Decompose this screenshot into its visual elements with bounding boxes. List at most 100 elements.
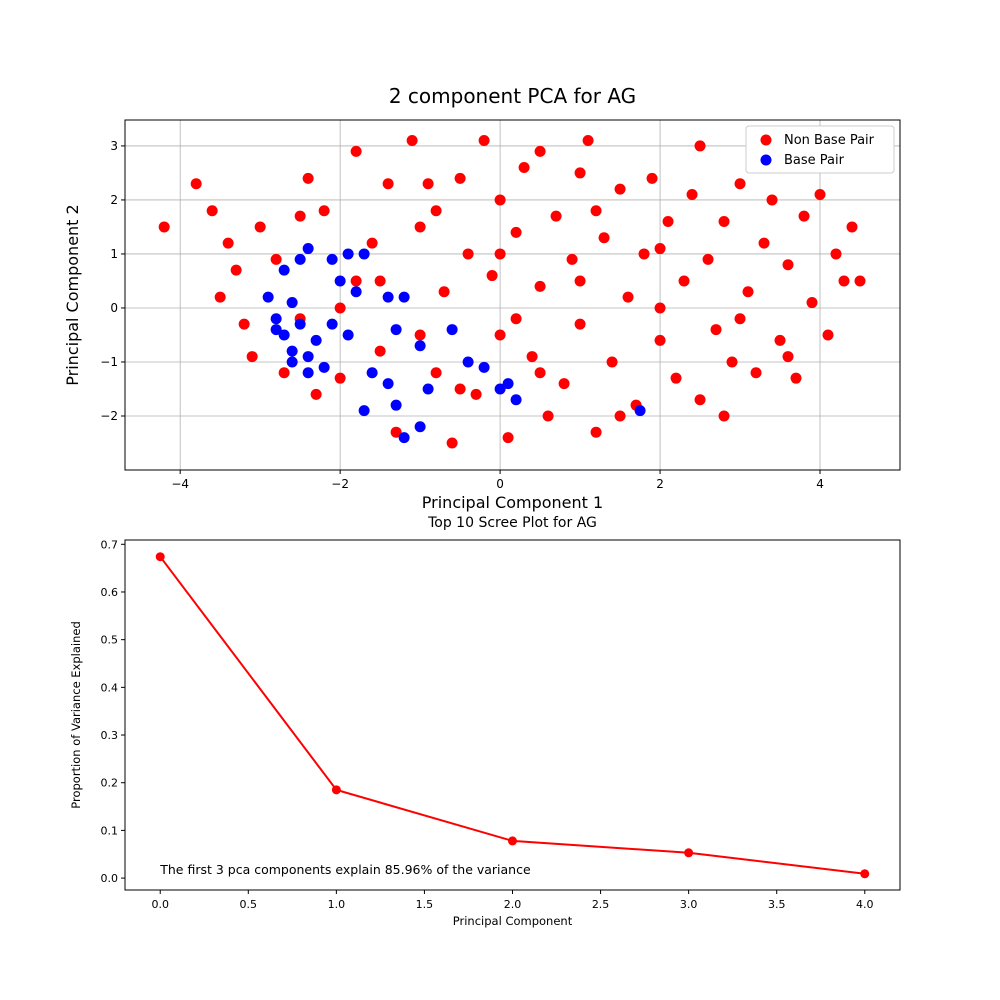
point [694, 140, 706, 152]
legend-marker [760, 154, 772, 166]
x-tick-label: −4 [171, 477, 189, 491]
point [454, 383, 466, 395]
point [494, 329, 506, 341]
point [302, 172, 314, 184]
point [302, 351, 314, 363]
point [574, 318, 586, 330]
point [382, 291, 394, 303]
point [470, 388, 482, 400]
point [694, 394, 706, 406]
point [494, 383, 506, 395]
point [462, 356, 474, 368]
point [374, 275, 386, 287]
point [734, 313, 746, 325]
plot-area [158, 135, 866, 449]
point [478, 361, 490, 373]
point [366, 367, 378, 379]
legend-marker [760, 134, 772, 146]
subplot: 0.0 0.5 1.0 1.5 2.0 2.5 3.0 3.5 4.0 0.0 0.1 0.2 0.3 0… [69, 515, 901, 928]
x-tick-label: 0 [496, 477, 504, 491]
point [262, 291, 274, 303]
x-tick-label: 0.0 [151, 898, 169, 911]
x-axis-label: Principal Component 1 [422, 493, 603, 512]
point [534, 280, 546, 292]
point [510, 394, 522, 406]
x-tick-label: 1.0 [328, 898, 346, 911]
point [286, 345, 298, 357]
point [214, 291, 226, 303]
point [478, 135, 490, 147]
point [294, 253, 306, 265]
point [798, 210, 810, 222]
point [662, 216, 674, 228]
point [606, 356, 618, 368]
point [358, 248, 370, 260]
point [750, 367, 762, 379]
point [702, 253, 714, 265]
subplot: −4 −2 0 2 4 −2 −1 0 1 2 3 2 component PCA for AG Pri… [63, 84, 901, 512]
y-tick-label: 0.0 [101, 872, 119, 885]
x-tick-label: 1.5 [416, 898, 434, 911]
point [294, 318, 306, 330]
point [238, 318, 250, 330]
y-tick-label: 0.2 [101, 777, 119, 790]
point [638, 248, 650, 260]
point [782, 259, 794, 271]
point [566, 253, 578, 265]
point [508, 836, 517, 846]
point [590, 205, 602, 217]
point [510, 313, 522, 325]
point [302, 367, 314, 379]
point [726, 356, 738, 368]
point [614, 183, 626, 195]
legend-label: Base Pair [784, 153, 845, 168]
y-axis-label: Proportion of Variance Explained [69, 621, 83, 809]
point [598, 232, 610, 244]
point [430, 205, 442, 217]
point [342, 329, 354, 341]
point [398, 432, 410, 444]
legend-box [745, 125, 895, 174]
point [758, 237, 770, 249]
point [318, 361, 330, 373]
point [342, 248, 354, 260]
point [270, 253, 282, 265]
point [534, 367, 546, 379]
point [814, 189, 826, 201]
point [622, 291, 634, 303]
line [159, 556, 865, 875]
point [646, 172, 658, 184]
x-tick-label: 3.5 [768, 898, 786, 911]
point [302, 243, 314, 255]
point [510, 226, 522, 238]
point [374, 345, 386, 357]
y-tick-label: 0 [110, 301, 118, 315]
y-tick-label: 0.5 [101, 634, 119, 647]
point [806, 297, 818, 309]
point [278, 367, 290, 379]
x-tick-label: 4.0 [856, 898, 874, 911]
point [278, 329, 290, 341]
point [462, 248, 474, 260]
chart-title: 2 component PCA for AG [389, 84, 636, 108]
point [742, 286, 754, 298]
point [310, 334, 322, 346]
point [550, 210, 562, 222]
axes-frame [124, 119, 901, 471]
point [670, 372, 682, 384]
x-tick-label: 4 [816, 477, 824, 491]
point [350, 145, 362, 157]
x-tick-label: 2 [656, 477, 664, 491]
point [686, 189, 698, 201]
annotation: The first 3 pca components explain 85.96… [159, 862, 531, 877]
y-tick-label: −2 [100, 409, 118, 423]
point [614, 410, 626, 422]
point [246, 351, 258, 363]
point [446, 324, 458, 336]
point [294, 210, 306, 222]
point [222, 237, 234, 249]
point [526, 351, 538, 363]
y-tick-label: 0.7 [101, 538, 119, 551]
point [286, 356, 298, 368]
